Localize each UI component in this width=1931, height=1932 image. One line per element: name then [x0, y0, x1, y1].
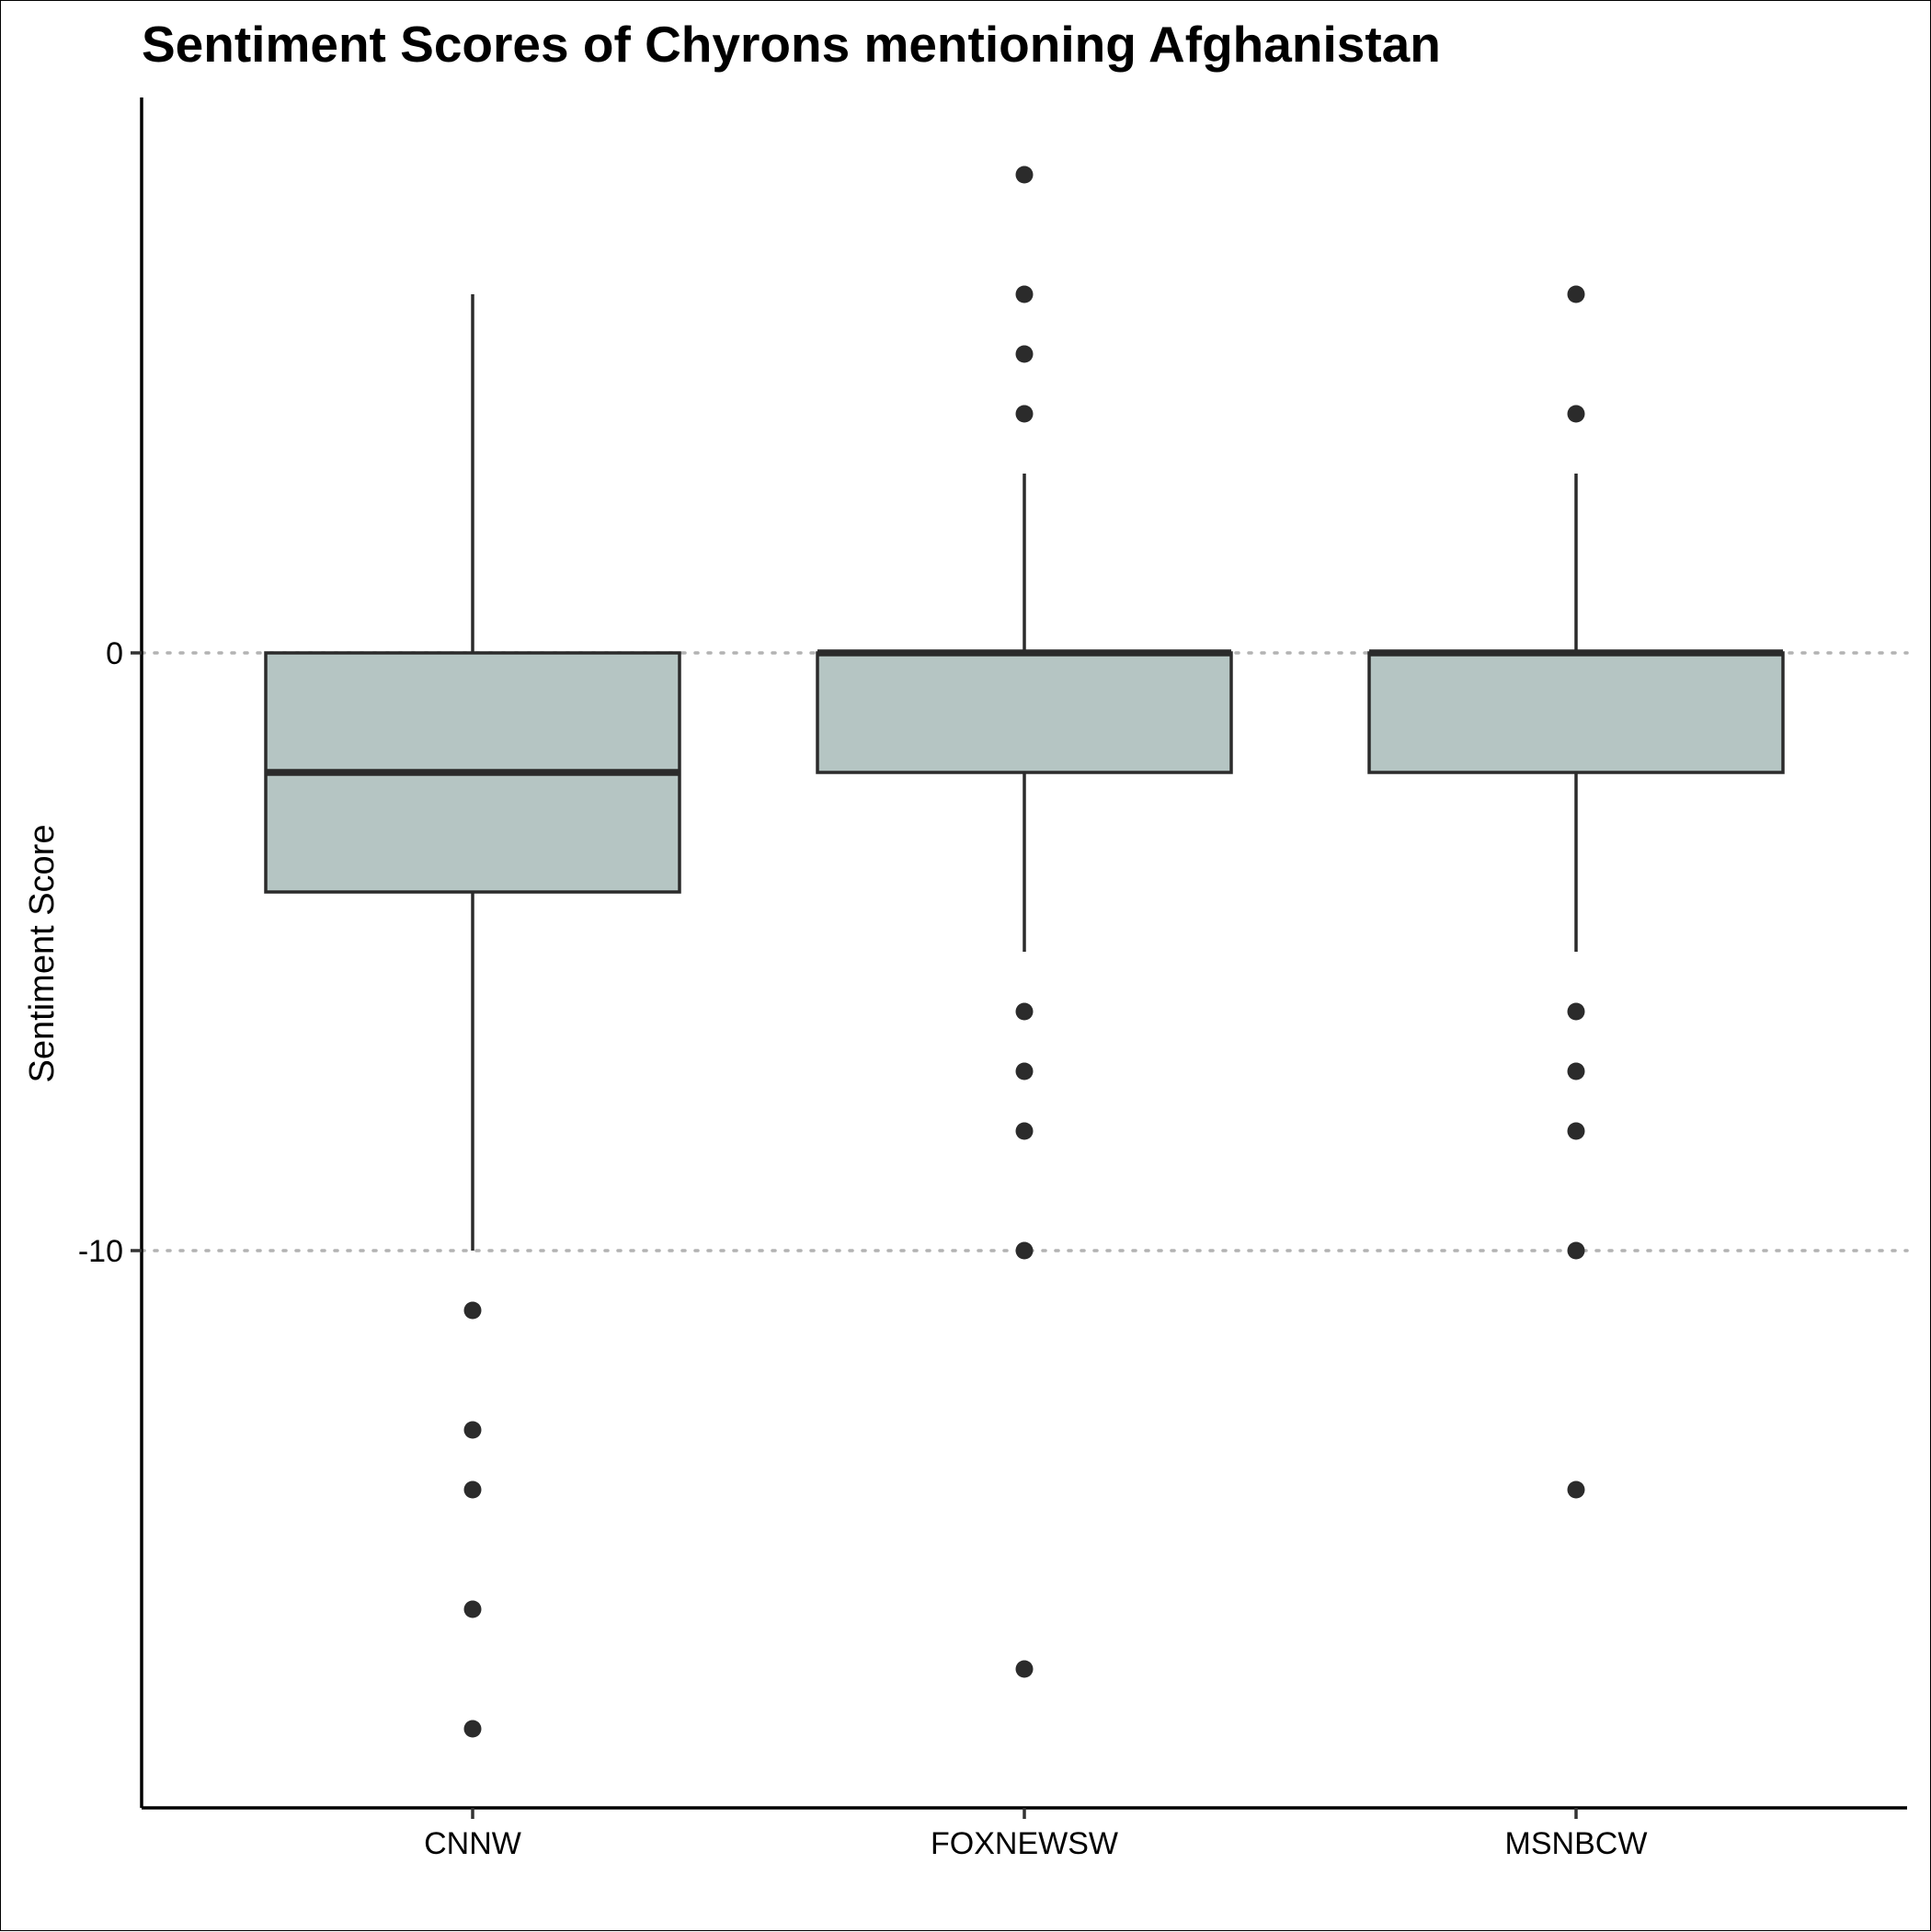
x-tick-label: CNNW	[424, 1826, 521, 1861]
outlier-point	[1015, 166, 1034, 184]
outlier-point	[463, 1600, 482, 1618]
y-tick-label: 0	[106, 636, 123, 671]
iqr-box	[1367, 651, 1785, 774]
y-axis-label: Sentiment Score	[23, 825, 62, 1083]
outlier-point	[1015, 1062, 1034, 1080]
outlier-point	[1567, 1122, 1585, 1140]
outlier-point	[463, 1480, 482, 1499]
outlier-point	[1567, 1480, 1585, 1499]
boxes	[264, 166, 1785, 1738]
box-group-foxnewsw	[816, 166, 1233, 1678]
outlier-point	[463, 1301, 482, 1320]
axes: 0 -10 CNNW FOXNEWSW MSNBCW	[78, 97, 1907, 1861]
outlier-point	[1567, 405, 1585, 423]
box-group-cnnw	[264, 294, 681, 1738]
outlier-point	[1015, 1241, 1034, 1260]
y-tick-label: -10	[78, 1234, 123, 1269]
outlier-point	[1015, 345, 1034, 363]
outlier-point	[1015, 1122, 1034, 1140]
outlier-point	[1015, 405, 1034, 423]
outlier-point	[1015, 285, 1034, 303]
outlier-point	[1015, 1660, 1034, 1678]
box-group-msnbcw	[1367, 285, 1785, 1499]
outlier-point	[463, 1421, 482, 1439]
outlier-point	[1567, 1241, 1585, 1260]
x-tick-label: FOXNEWSW	[931, 1826, 1118, 1861]
iqr-box	[816, 651, 1233, 774]
outlier-point	[1015, 1002, 1034, 1021]
outlier-point	[1567, 1062, 1585, 1080]
outlier-point	[1567, 285, 1585, 303]
x-tick-label: MSNBCW	[1505, 1826, 1648, 1861]
chart-title: Sentiment Scores of Chyrons mentioning A…	[142, 16, 1441, 73]
outlier-point	[463, 1720, 482, 1738]
outlier-point	[1567, 1002, 1585, 1021]
